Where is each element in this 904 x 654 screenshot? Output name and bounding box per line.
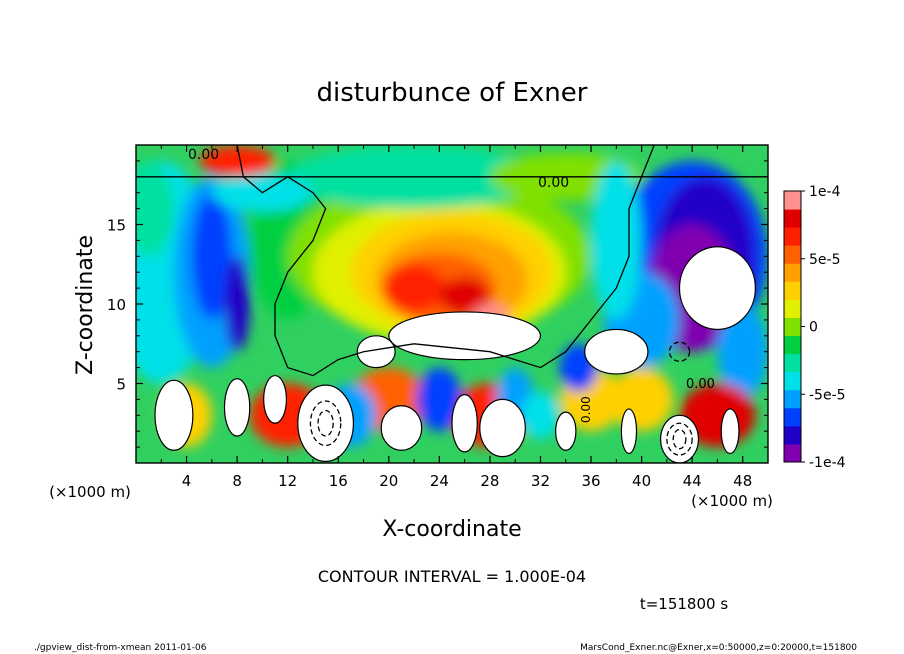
y-tick-label: 15 xyxy=(107,217,126,235)
time-text: t=151800 s xyxy=(640,595,728,613)
field-patch xyxy=(136,160,174,257)
out-of-range-region xyxy=(154,379,194,451)
negative-contour xyxy=(666,422,693,456)
colorbar-swatch xyxy=(784,299,801,318)
y-axis-label: Z-coordinate xyxy=(73,235,98,375)
colorbar-swatch xyxy=(784,335,801,355)
out-of-range-region xyxy=(356,335,396,369)
colorbar-tick-label: -5e-5 xyxy=(809,387,846,403)
colorbar-swatch xyxy=(784,191,801,210)
negative-contour xyxy=(317,409,334,437)
out-of-range-region xyxy=(380,405,423,451)
colorbar-tick-label: 0 xyxy=(809,320,818,336)
chart-title: disturbunce of Exner xyxy=(317,78,588,108)
colorbar-swatch xyxy=(784,263,801,282)
footer-right: MarsCond_Exner.nc@Exner,x=0:50000,z=0:20… xyxy=(580,643,857,653)
x-unit-label: (×1000 m) xyxy=(691,492,773,510)
x-tick-label: 12 xyxy=(278,472,297,490)
field-patch xyxy=(416,367,463,432)
out-of-range-region xyxy=(297,384,355,463)
footer-left: ./gpview_dist-from-xmean 2011-01-06 xyxy=(34,643,207,653)
colorbar-swatch xyxy=(784,281,801,300)
out-of-range-region xyxy=(263,374,288,424)
out-of-range-region xyxy=(720,408,740,455)
field-patch xyxy=(521,391,560,440)
x-tick-label: 36 xyxy=(581,472,600,490)
x-axis-label: X-coordinate xyxy=(382,517,521,542)
negative-contour xyxy=(672,428,687,450)
colorbar-tick-label: -1e-4 xyxy=(809,455,846,471)
y-tick-label: 10 xyxy=(107,296,126,314)
out-of-range-region xyxy=(451,394,478,453)
x-tick-label: 28 xyxy=(480,472,499,490)
colorbar-swatch xyxy=(784,407,801,427)
colorbar-swatch xyxy=(784,245,801,264)
colorbar-swatch xyxy=(784,389,801,409)
y-tick-label: 5 xyxy=(116,376,126,394)
colorbar-swatch xyxy=(784,371,801,391)
contour-label: 0.00 xyxy=(579,396,593,423)
colorbar-tick-label: 5e-5 xyxy=(809,252,840,268)
x-tick-label: 20 xyxy=(379,472,398,490)
field-patch xyxy=(591,160,642,320)
y-unit-label: (×1000 m) xyxy=(49,483,131,501)
colorbar-tick-label: 1e-4 xyxy=(809,184,841,200)
colorbar: 1e-4 5e-5 0 -5e-5 -1e-4 xyxy=(783,184,846,471)
field-patch xyxy=(199,145,276,177)
x-tick-label: 32 xyxy=(531,472,550,490)
field-patch xyxy=(382,264,446,312)
colorbar-swatch xyxy=(784,227,801,246)
out-of-range-region xyxy=(479,398,526,458)
out-of-range-region xyxy=(223,378,251,437)
colorbar-swatch xyxy=(784,353,801,373)
colorbar-swatch xyxy=(784,209,801,228)
out-of-range-region xyxy=(584,328,649,375)
out-of-range-region xyxy=(555,411,577,451)
x-tick-label: 8 xyxy=(232,472,242,490)
contour-label: 0.00 xyxy=(686,377,715,392)
out-of-range-region xyxy=(678,246,756,331)
field-patch xyxy=(224,256,250,352)
colorbar-swatch xyxy=(784,317,801,337)
negative-contour xyxy=(309,400,342,447)
x-tick-label: 24 xyxy=(430,472,449,490)
out-of-range-region xyxy=(388,311,542,361)
colorbar-swatch xyxy=(784,443,801,463)
heatmap-field xyxy=(136,145,768,463)
negative-contour xyxy=(668,341,691,362)
x-tick-label: 40 xyxy=(632,472,651,490)
contour-labels: 0.00 0.00 0.00 0.00 xyxy=(188,147,715,423)
contour-interval-text: CONTOUR INTERVAL = 1.000E-04 xyxy=(318,567,586,586)
field-patch xyxy=(610,367,674,432)
contour-label: 0.00 xyxy=(188,147,219,163)
field-patch xyxy=(191,192,233,320)
colorbar-swatch xyxy=(784,425,801,445)
contour-label: 0.00 xyxy=(538,175,569,191)
field-patch xyxy=(439,276,490,316)
x-tick-label: 16 xyxy=(329,472,348,490)
out-of-range-region xyxy=(620,408,638,455)
zero-contour xyxy=(236,145,655,377)
x-tick-label: 48 xyxy=(733,472,752,490)
x-tick-label: 44 xyxy=(683,472,702,490)
x-tick-label: 4 xyxy=(182,472,192,490)
